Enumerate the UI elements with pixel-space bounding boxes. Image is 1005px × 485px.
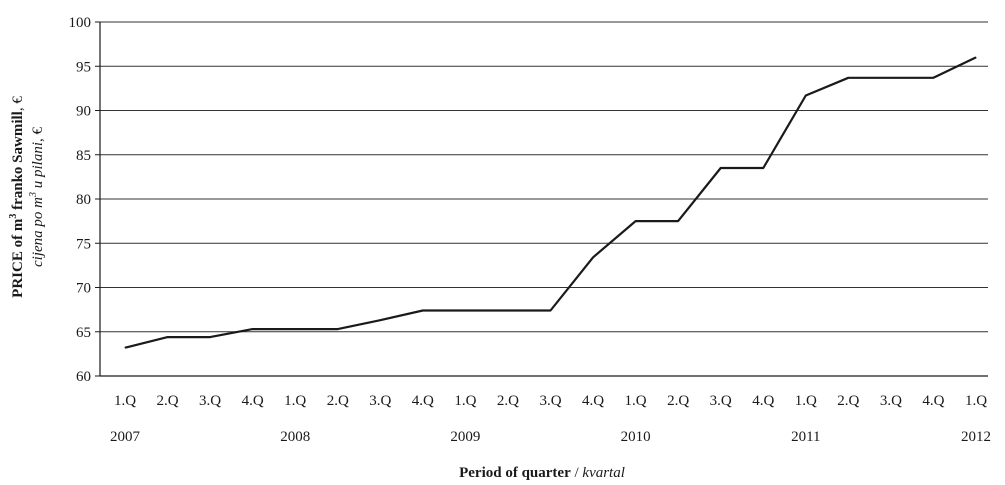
data-point — [294, 328, 296, 330]
x-tick-label: 2.Q — [667, 393, 689, 409]
y-axis-label-italic-suffix: u pilani — [30, 142, 46, 192]
y-tick-label: 70 — [76, 281, 91, 297]
data-point — [762, 167, 764, 169]
data-point — [847, 77, 849, 79]
data-point — [422, 310, 424, 312]
y-axis-label-italic: cijena po m3 u pilani, € — [28, 127, 46, 268]
data-point — [932, 77, 934, 79]
year-label: 2007 — [110, 429, 141, 445]
y-tick-label: 100 — [69, 15, 92, 31]
y-tick-label: 80 — [76, 192, 91, 208]
x-tick-label: 4.Q — [752, 393, 774, 409]
y-axis-label-bold-sup: 3 — [8, 214, 19, 219]
series-line — [124, 56, 977, 349]
data-point — [209, 336, 211, 338]
x-tick-label: 2.Q — [837, 393, 859, 409]
data-point — [805, 94, 807, 96]
y-axis-label-plain-suffix: , € — [10, 96, 26, 112]
year-label: 2011 — [791, 429, 820, 445]
data-point — [890, 77, 892, 79]
y-tick-label: 75 — [76, 236, 91, 252]
data-point — [975, 56, 977, 58]
data-point — [592, 256, 594, 258]
x-tick-label: 1.Q — [114, 393, 136, 409]
data-point — [635, 220, 637, 222]
y-tick-labels: 60 65 70 75 80 85 90 95 100 — [69, 15, 92, 385]
x-tick-label: 2.Q — [497, 393, 519, 409]
data-point — [124, 347, 126, 349]
year-label: 2010 — [621, 429, 651, 445]
year-label: 2008 — [280, 429, 310, 445]
x-tick-label: 4.Q — [242, 393, 264, 409]
y-axis-label-italic-prefix: cijena po m — [30, 197, 46, 267]
x-tick-label: 4.Q — [412, 393, 434, 409]
y-axis-label-bold-prefix: PRICE of m — [10, 218, 26, 298]
x-tick-label: 3.Q — [539, 393, 561, 409]
x-tick-label: 3.Q — [880, 393, 902, 409]
data-point — [507, 310, 509, 312]
x-axis-label-bold: Period of quarter — [459, 465, 571, 481]
y-tick-label: 65 — [76, 325, 91, 341]
x-tick-label: 1.Q — [454, 393, 476, 409]
y-tick-label: 90 — [76, 104, 91, 120]
y-tick-label: 60 — [76, 369, 91, 385]
x-axis-label-sep: / — [571, 465, 583, 481]
y-tick-label: 85 — [76, 148, 91, 164]
x-tick-label: 1.Q — [625, 393, 647, 409]
x-tick-label: 2.Q — [157, 393, 179, 409]
data-point — [550, 310, 551, 312]
x-tick-label: 3.Q — [199, 393, 221, 409]
y-axis-label-italic-plain-suffix: , € — [30, 127, 46, 143]
data-point — [464, 310, 466, 312]
data-point — [337, 328, 339, 330]
y-tick-label: 95 — [76, 59, 91, 75]
x-tick-label: 1.Q — [795, 393, 817, 409]
axes — [99, 22, 988, 377]
year-label: 2009 — [450, 429, 480, 445]
y-axis-label-italic-sup: 3 — [28, 192, 39, 198]
data-point — [252, 328, 254, 330]
x-tick-label: 3.Q — [369, 393, 391, 409]
x-tick-label: 3.Q — [710, 393, 732, 409]
data-point — [720, 167, 722, 169]
x-axis-label: Period of quarter / kvartal — [459, 465, 625, 481]
y-axis-label-bold-suffix: franko Sawmill — [10, 111, 26, 214]
x-tick-label: 1.Q — [284, 393, 306, 409]
grid-lines — [95, 21, 988, 377]
year-labels: 2007 2008 2009 2010 2011 2012 — [110, 429, 991, 445]
data-point — [677, 220, 679, 222]
data-point — [167, 336, 169, 338]
x-tick-label: 2.Q — [327, 393, 349, 409]
year-label: 2012 — [961, 429, 991, 445]
x-tick-label: 4.Q — [582, 393, 604, 409]
y-axis-label: PRICE of m3 franko Sawmill, € — [8, 96, 26, 298]
x-tick-label: 1.Q — [965, 393, 987, 409]
series-group — [124, 56, 977, 349]
data-point — [379, 319, 381, 321]
x-tick-labels: 1.Q 2.Q 3.Q 4.Q 1.Q 2.Q 3.Q 4.Q 1.Q 2.Q 3.Q 4.Q 1.Q 2… — [114, 393, 987, 409]
x-axis-label-italic: kvartal — [582, 465, 625, 481]
x-tick-label: 4.Q — [922, 393, 944, 409]
